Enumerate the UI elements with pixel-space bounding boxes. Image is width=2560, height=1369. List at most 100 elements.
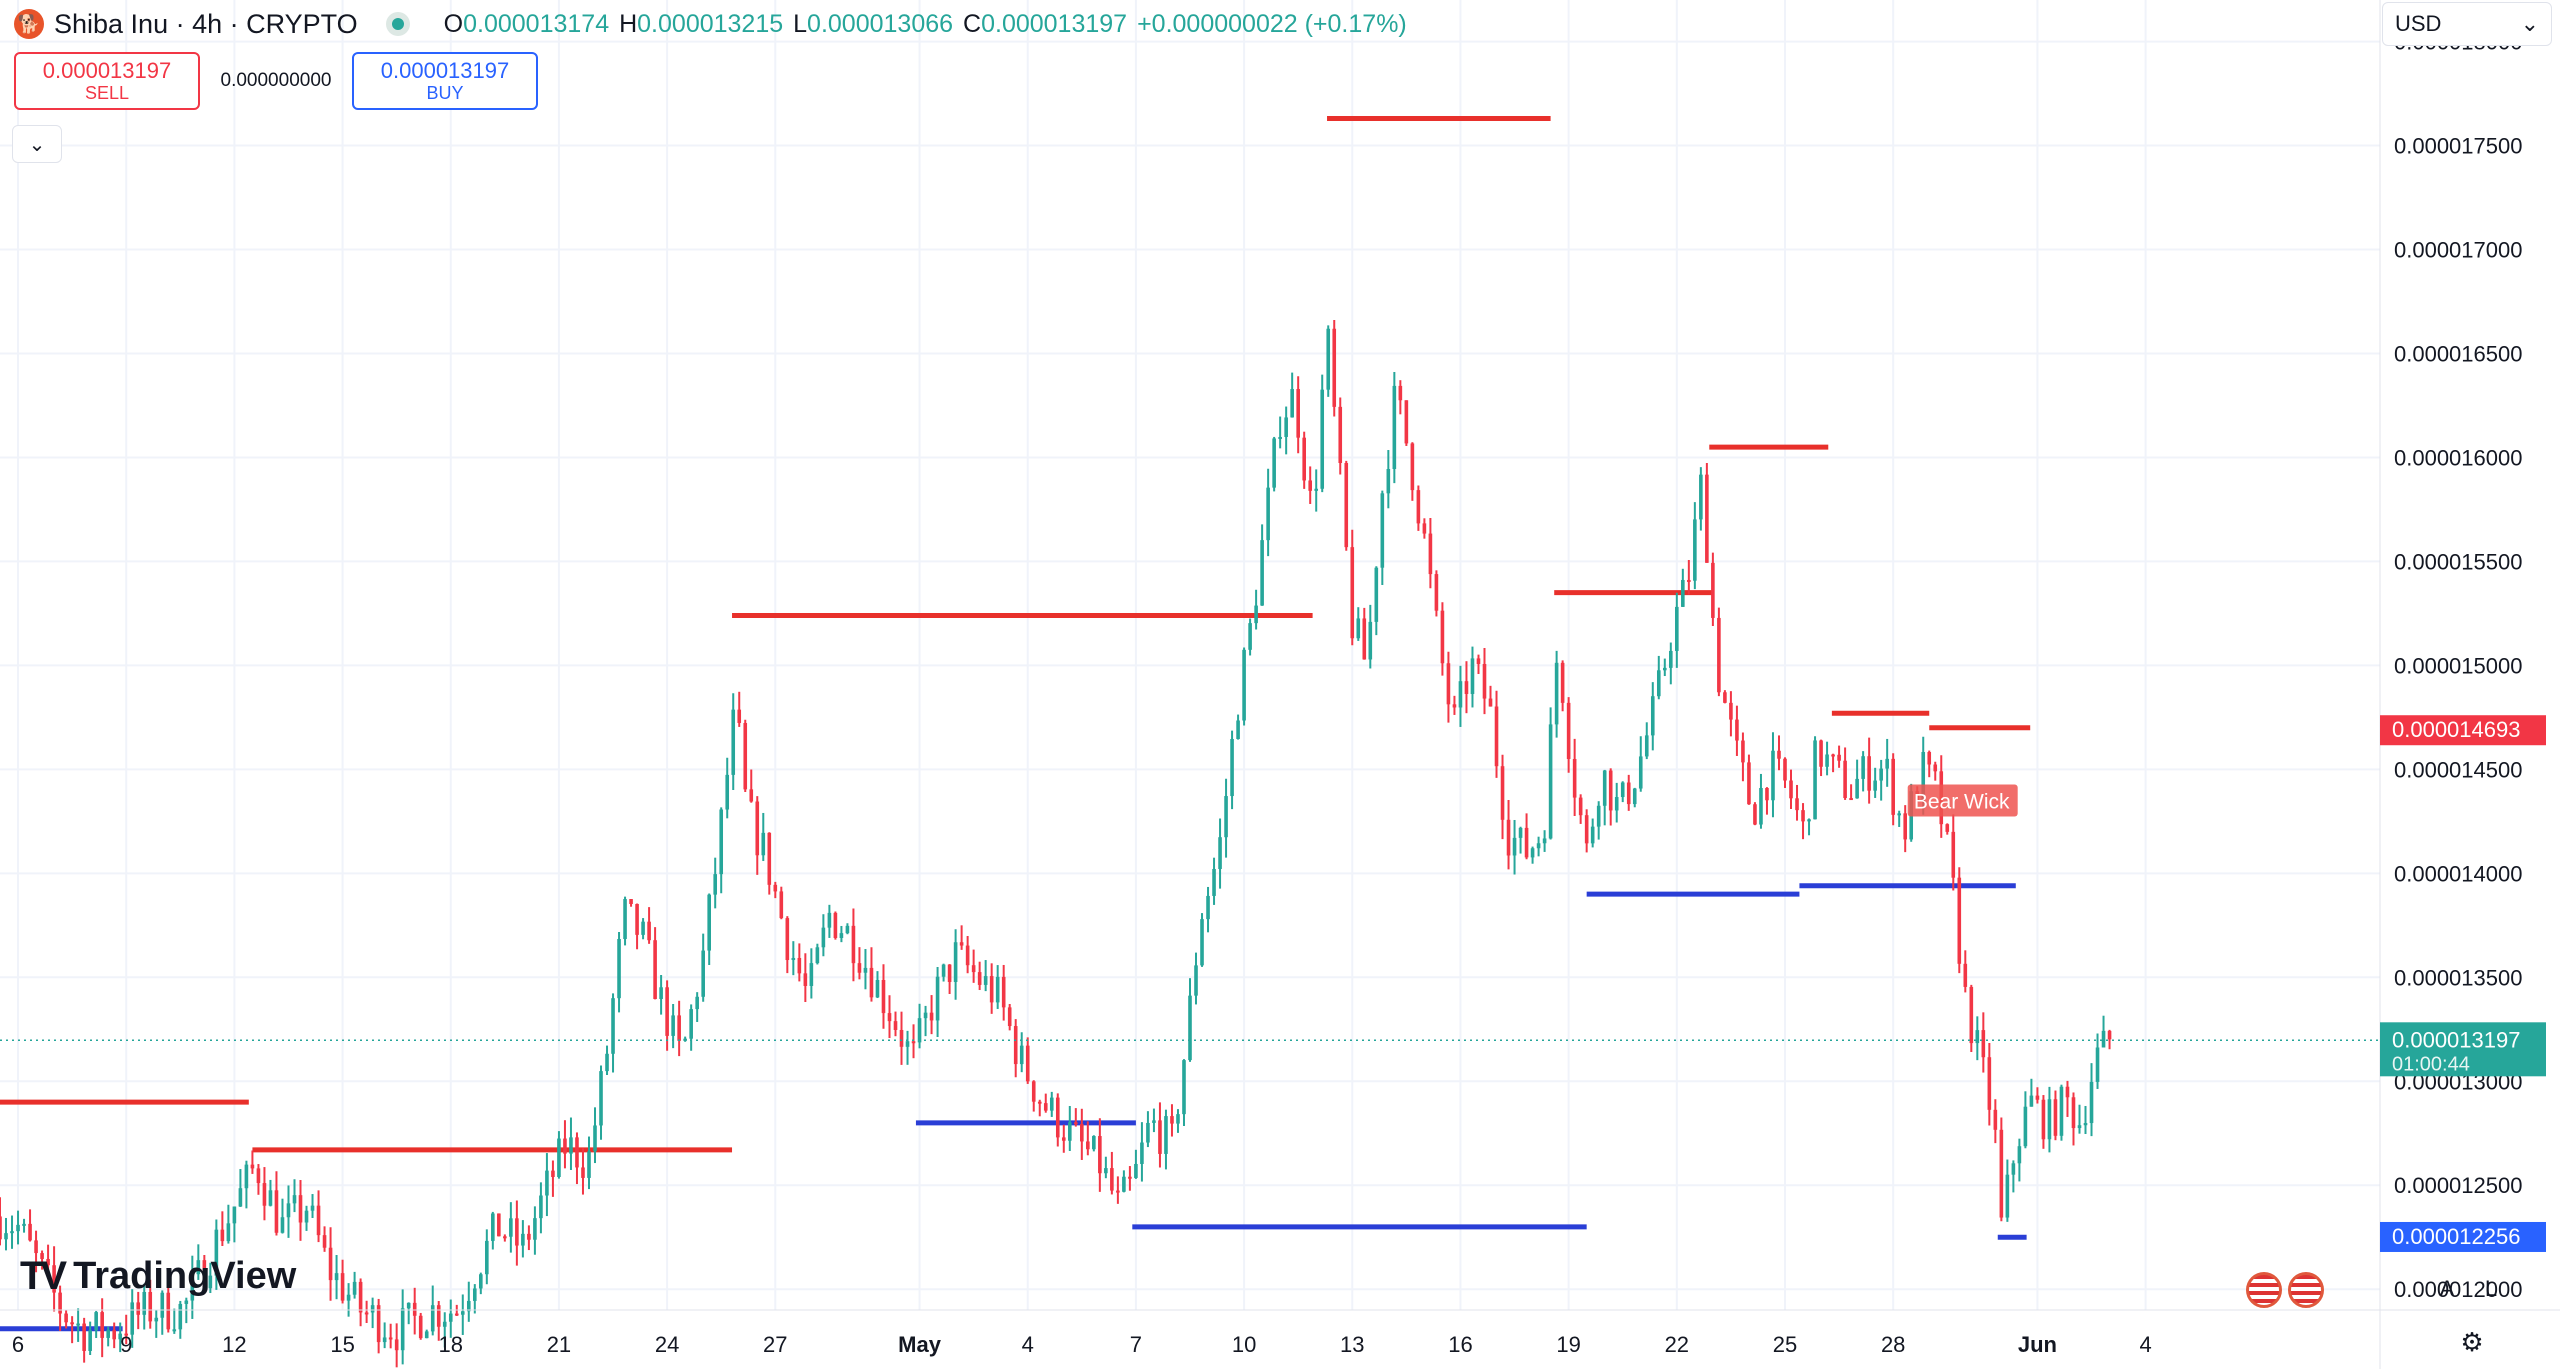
candle-body	[1512, 837, 1517, 856]
price-tick-label: 0.000015000	[2394, 653, 2522, 678]
time-tick-label: 13	[1340, 1332, 1364, 1357]
candle-body	[1891, 758, 1895, 815]
candle-body	[1013, 1026, 1018, 1065]
candle-body	[1074, 1122, 1078, 1125]
candle-body	[94, 1312, 98, 1331]
candle-body	[400, 1308, 405, 1351]
candle-body	[587, 1151, 591, 1178]
time-tick-label: 19	[1556, 1332, 1580, 1357]
candle-body	[1566, 702, 1571, 760]
candle-body	[965, 945, 970, 966]
candle-body	[1296, 389, 1300, 438]
auto-scale-button[interactable]: A	[2439, 1276, 2455, 1301]
candle-body	[1897, 813, 1901, 816]
spread-value: 0.000000000	[220, 70, 332, 91]
candle-body	[1098, 1136, 1102, 1174]
candle-body	[1446, 663, 1451, 705]
candle-body	[1506, 819, 1511, 856]
candle-body	[1801, 810, 1805, 822]
candle-body	[989, 976, 994, 1003]
candle-body	[1825, 754, 1829, 767]
current-price-tag-value: 0.000013197	[2392, 1027, 2520, 1052]
high-value: 0.000013215	[637, 9, 784, 38]
candle-body	[833, 912, 838, 938]
tradingview-logo[interactable]: TV TradingView	[20, 1254, 296, 1299]
candle-body	[226, 1223, 231, 1242]
candle-body	[1482, 663, 1487, 699]
candle-body	[1302, 437, 1306, 481]
candle-body	[1957, 877, 1962, 964]
currency-select[interactable]: USD ⌄	[2382, 2, 2552, 46]
candle-body	[1873, 780, 1877, 791]
time-tick-label: 15	[330, 1332, 354, 1357]
candle-body	[1494, 706, 1499, 767]
candle-body	[322, 1235, 327, 1248]
market-flags[interactable]	[2246, 1272, 2324, 1308]
current-price-tag	[2380, 1022, 2546, 1077]
candle-body	[527, 1233, 531, 1240]
candle-body	[70, 1322, 74, 1325]
candle-body	[1170, 1116, 1174, 1124]
log-scale-button[interactable]: L	[2484, 1276, 2498, 1301]
us-flag-icon[interactable]	[2288, 1272, 2324, 1308]
candle-body	[1861, 756, 1865, 779]
candle-body	[1404, 400, 1409, 444]
symbol-title[interactable]: Shiba Inu · 4h · CRYPTO	[54, 8, 358, 39]
candle-body	[190, 1274, 195, 1301]
candle-body	[1572, 759, 1577, 798]
candle-body	[1290, 389, 1294, 418]
price-axis[interactable]: 0.0000120000.0000125000.0000130000.00001…	[2379, 0, 2522, 1369]
candle-body	[2101, 1030, 2106, 1048]
price-tick-label: 0.000013500	[2394, 965, 2522, 990]
candle-body	[382, 1337, 387, 1343]
bear-wick-annotation-label: Bear Wick	[1914, 791, 2010, 814]
candle-body	[941, 964, 946, 977]
candle-body	[1500, 766, 1505, 820]
candle-body	[1320, 389, 1325, 489]
candle-body	[160, 1292, 165, 1318]
candle-body	[599, 1071, 603, 1126]
candle-body	[1747, 762, 1751, 805]
candle-body	[1152, 1120, 1156, 1123]
candle-body	[1019, 1045, 1024, 1065]
candle-body	[1230, 739, 1234, 797]
candle-body	[725, 774, 730, 810]
candle-body	[1212, 868, 1216, 896]
sell-button[interactable]: 0.000013197 SELL	[14, 52, 200, 110]
candle-body	[100, 1312, 104, 1338]
open-label: O	[443, 9, 464, 38]
candle-body	[1248, 623, 1252, 650]
low-label: L	[793, 9, 808, 38]
candle-body	[10, 1231, 14, 1234]
candle-body	[64, 1313, 68, 1323]
shib-logo-icon[interactable]: 🐕	[14, 9, 44, 39]
candle-body	[1476, 658, 1481, 664]
candle-body	[1254, 605, 1258, 624]
candle-body	[947, 964, 952, 982]
collapse-legend-button[interactable]: ⌄	[12, 125, 62, 163]
market-status-icon[interactable]	[385, 12, 410, 36]
candle-body	[1608, 770, 1613, 811]
candle-body	[1789, 780, 1793, 799]
candle-body	[1524, 827, 1529, 858]
candle-body	[923, 1012, 928, 1019]
time-tick-label: 28	[1881, 1332, 1905, 1357]
candle-body	[617, 939, 621, 999]
candle-body	[635, 903, 639, 935]
time-tick-label: 9	[120, 1332, 132, 1357]
candle-body	[1146, 1122, 1150, 1143]
candle-body	[497, 1213, 501, 1237]
buy-button[interactable]: 0.000013197 BUY	[352, 52, 538, 110]
time-axis[interactable]: 6 9 12 15 18 21 24 27 May 4 7 10 13 16 19 22 25 28 Jun 4	[0, 1309, 2560, 1357]
candle-body	[857, 963, 862, 973]
us-flag-icon[interactable]	[2246, 1272, 2282, 1308]
candle-body	[250, 1164, 255, 1169]
price-tick-label: 0.000015500	[2394, 549, 2522, 574]
chart-settings-button[interactable]: ⚙	[2456, 1326, 2488, 1358]
candle-body	[274, 1190, 279, 1233]
candle-body	[1723, 692, 1727, 703]
candle-body	[1104, 1168, 1108, 1174]
candle-body	[1242, 649, 1246, 721]
candle-body	[1669, 650, 1673, 668]
